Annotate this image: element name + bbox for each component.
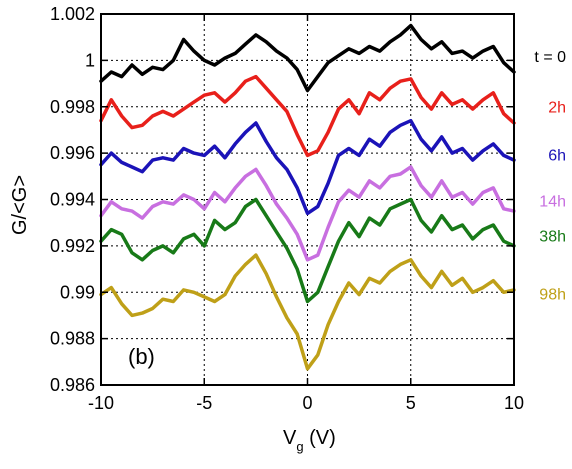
x-tick-label: -10	[88, 393, 114, 413]
series-line	[99, 253, 516, 371]
y-tick-label: 0.99	[60, 282, 95, 302]
y-tick-label: 1	[85, 50, 95, 70]
x-tick-labels: -10 -5 0 5 10	[88, 393, 524, 413]
x-tick-label: 0	[302, 393, 312, 413]
series-labels: t = 0 2h 6h 14h 38h 98h	[534, 49, 566, 303]
series-label: 38h	[539, 228, 566, 245]
x-tick-label: 10	[504, 393, 524, 413]
series-label: 6h	[548, 148, 566, 165]
series-layer	[99, 23, 516, 371]
y-tick-label: 0.988	[50, 329, 95, 349]
series-label: 2h	[548, 99, 566, 116]
panel-label: (b)	[128, 344, 155, 369]
series-label: 14h	[539, 193, 566, 210]
x-axis-label-main: V	[283, 427, 297, 449]
axis-ticks	[100, 13, 515, 386]
x-tick-label: -5	[196, 393, 212, 413]
y-tick-labels: 0.986 0.988 0.99 0.992 0.994 0.996 0.998 1 1.002	[50, 4, 95, 395]
y-tick-label: 0.986	[50, 375, 95, 395]
x-axis-label-unit: (V)	[304, 427, 336, 449]
series-line	[99, 165, 516, 262]
y-axis-label: G/<G>	[9, 175, 31, 235]
y-tick-label: 1.002	[50, 4, 95, 24]
series-label: 98h	[539, 287, 566, 304]
series-label: t = 0	[534, 49, 566, 66]
series-line	[99, 118, 516, 216]
y-tick-label: 0.998	[50, 97, 95, 117]
y-tick-label: 0.996	[50, 143, 95, 163]
series-line	[99, 23, 516, 93]
y-tick-label: 0.994	[50, 190, 95, 210]
series-line	[99, 74, 516, 158]
x-axis-label-subscript: g	[296, 439, 303, 454]
y-tick-label: 0.992	[50, 236, 95, 256]
x-tick-label: 5	[406, 393, 416, 413]
series-line	[99, 197, 516, 304]
x-axis-label: Vg (V)	[283, 427, 336, 454]
